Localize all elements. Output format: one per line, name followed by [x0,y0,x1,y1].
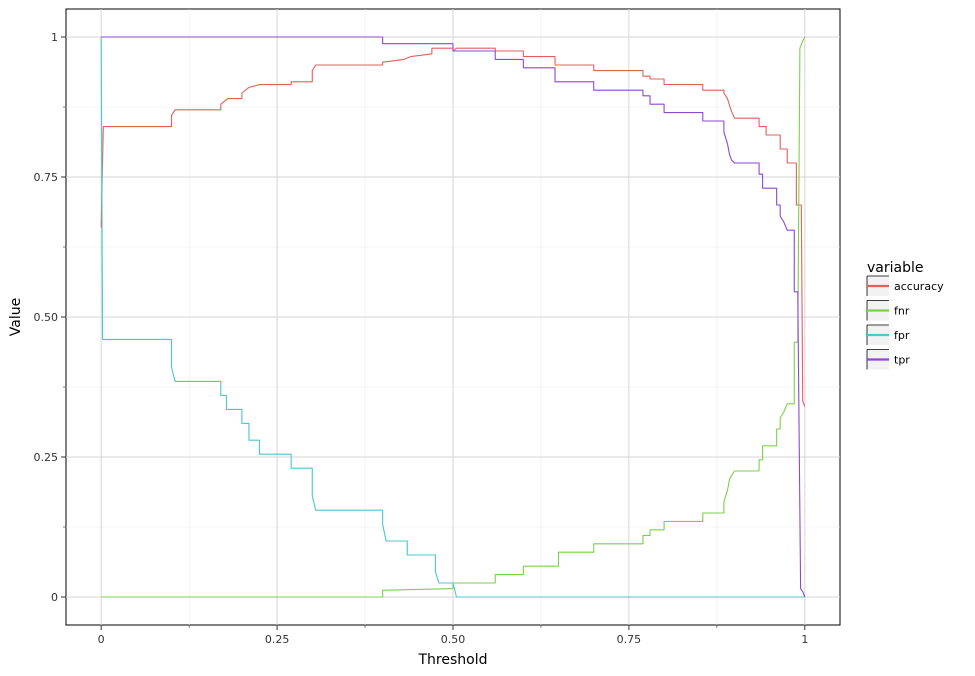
x-axis: 0 0.25 0.50 0.75 1 [98,625,808,646]
y-axis-title: Value [8,298,24,336]
y-tick-label: 0 [51,591,58,604]
x-axis-title: Threshold [418,652,488,668]
x-tick-label: 1 [801,633,808,646]
legend-label-fpr: fpr [894,329,910,342]
legend-title: variable [867,260,923,276]
y-axis: 0 0.25 0.50 0.75 1 [34,31,66,604]
y-tick-label: 1 [51,31,58,44]
y-tick-label: 0.50 [34,311,59,324]
series-line-tpr [101,36,806,598]
series-line-accuracy [100,47,806,407]
x-tick-label: 0 [98,633,105,646]
legend-label-tpr: tpr [894,354,910,367]
y-tick-label: 0.75 [34,171,59,184]
series-lines [100,36,806,598]
series-line-fpr [100,36,805,598]
y-tick-label: 0.25 [34,451,59,464]
legend-label-accuracy: accuracy [894,280,944,293]
series-line-fnr [101,36,806,598]
legend-label-fnr: fnr [894,305,910,318]
x-tick-label: 0.75 [617,633,642,646]
x-tick-label: 0.50 [441,633,466,646]
x-tick-label: 0.25 [265,633,290,646]
legend: variable accuracy fnr fpr tpr [866,260,944,370]
